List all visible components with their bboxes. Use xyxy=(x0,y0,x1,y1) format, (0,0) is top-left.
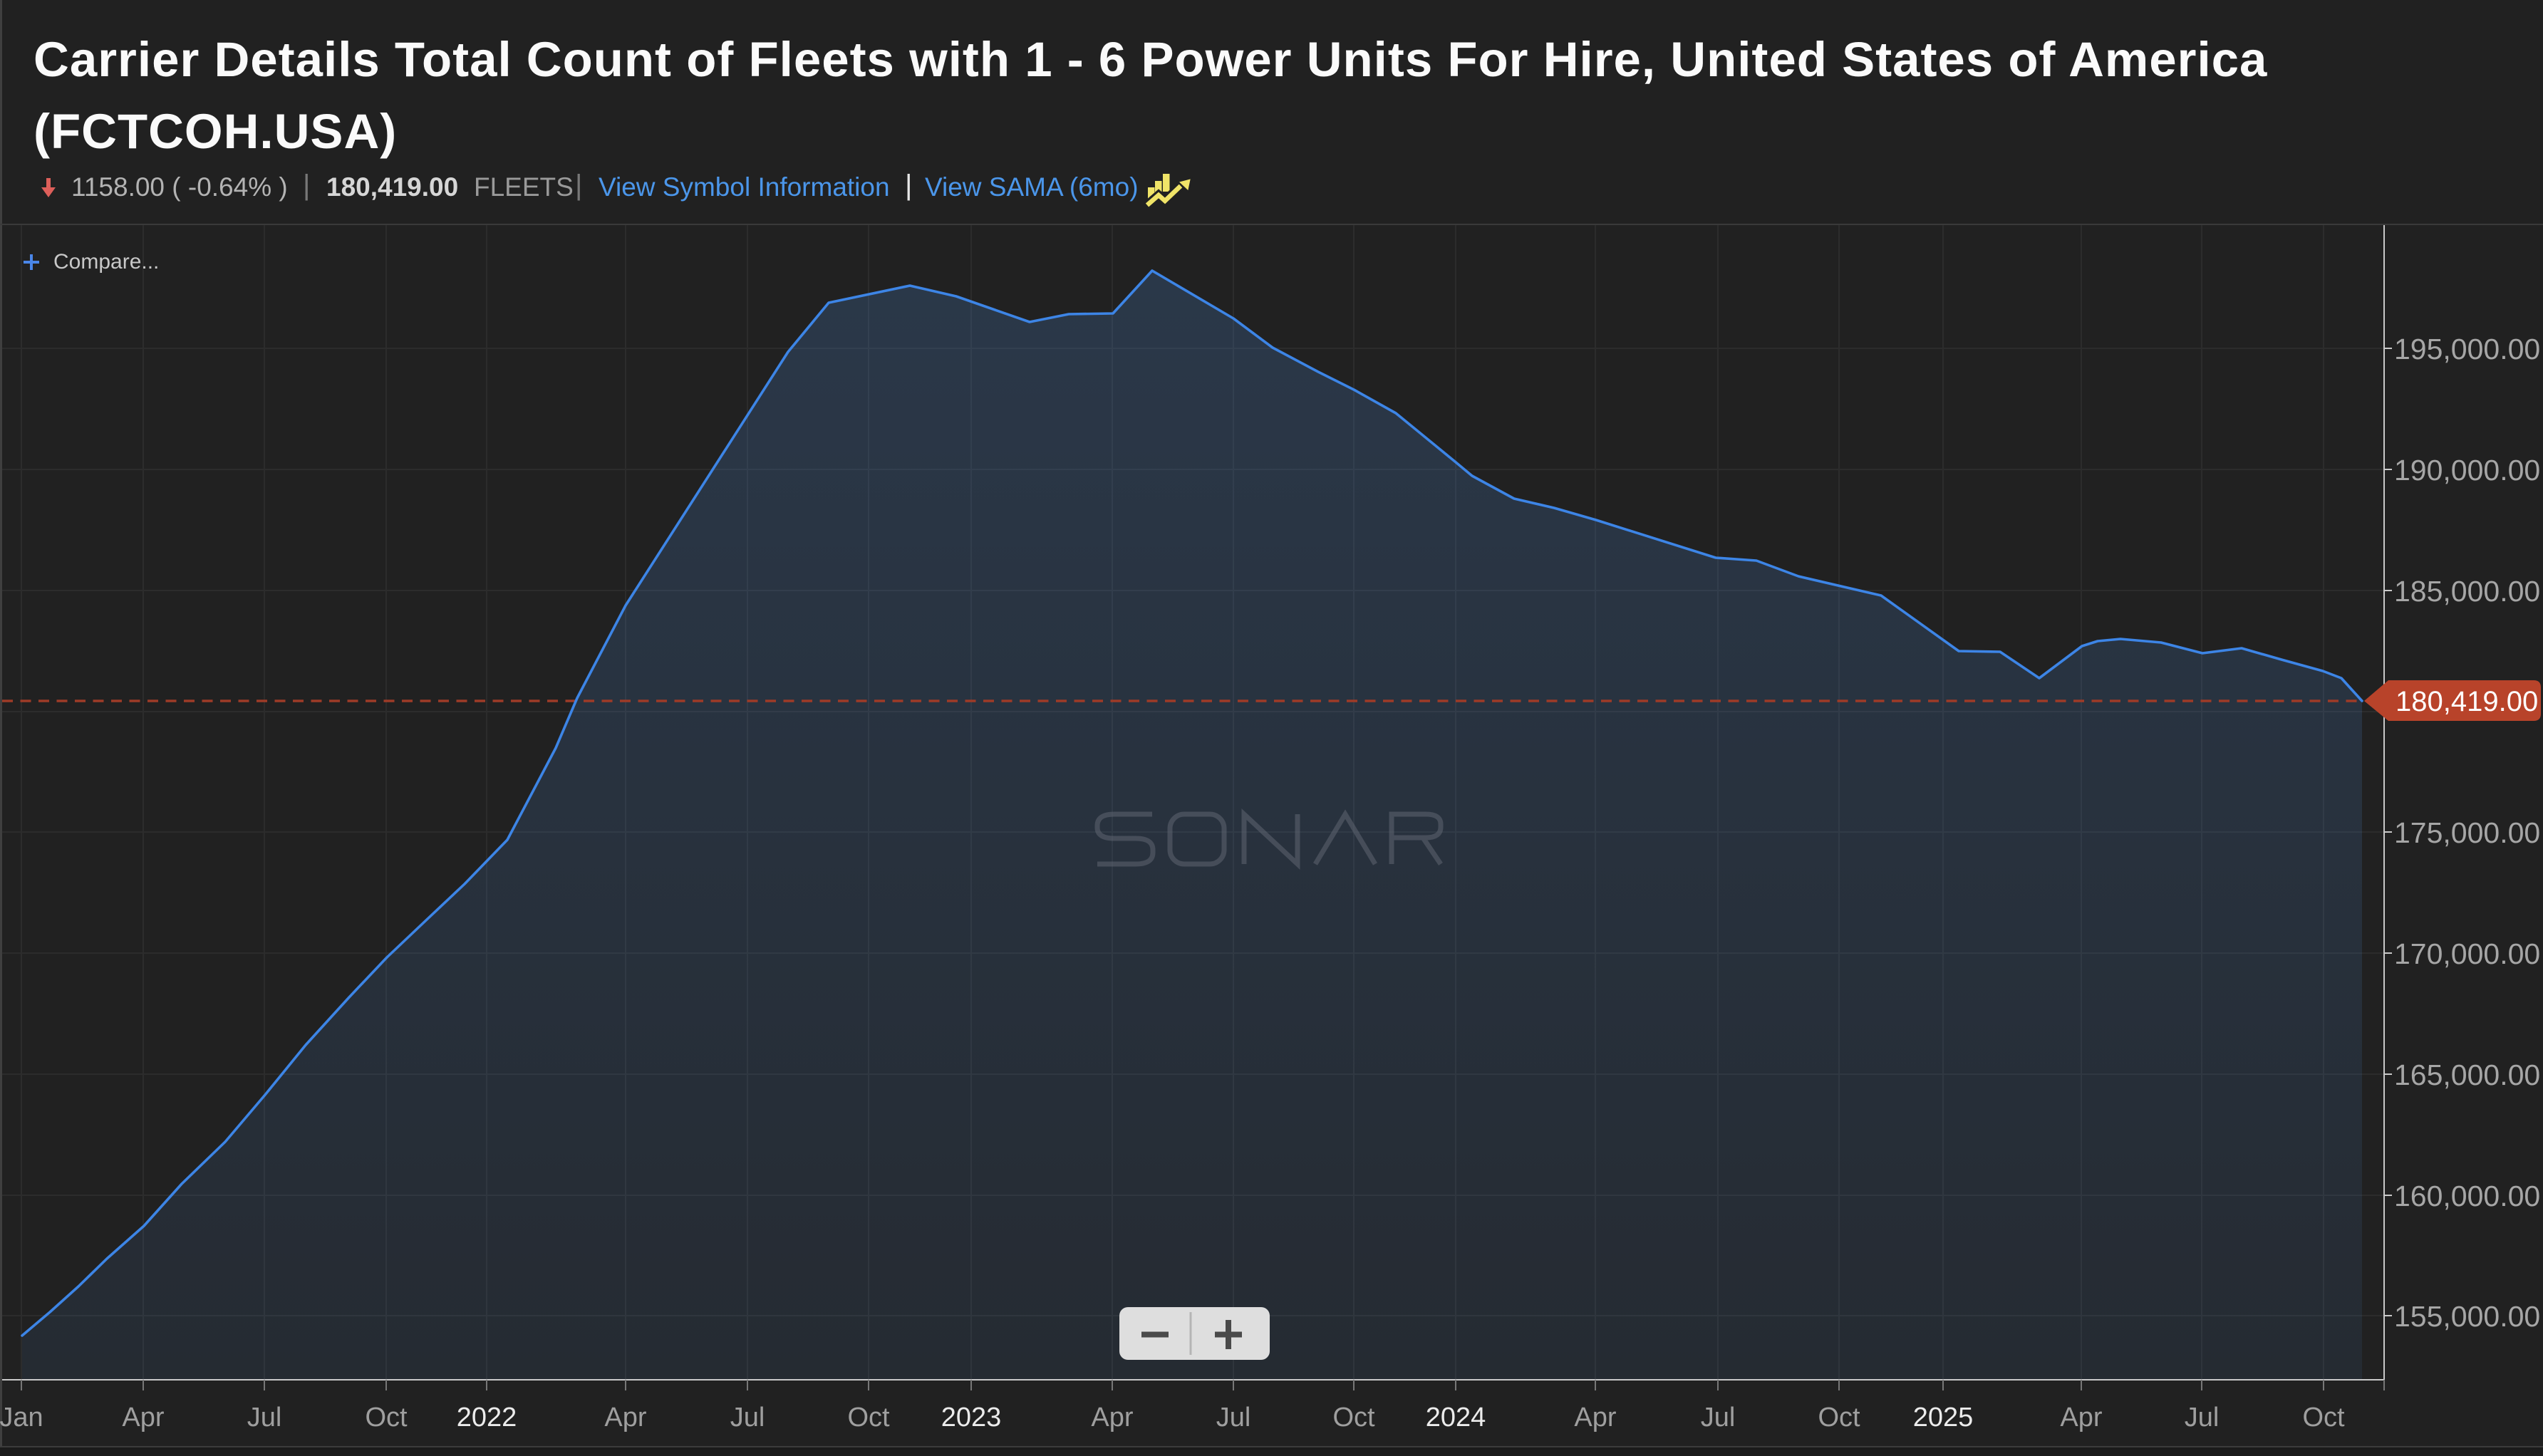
svg-text:Oct: Oct xyxy=(1818,1403,1860,1432)
svg-text:185,000.00: 185,000.00 xyxy=(2394,575,2540,608)
svg-text:Jul: Jul xyxy=(2185,1403,2220,1432)
svg-text:170,000.00: 170,000.00 xyxy=(2394,937,2540,970)
svg-text:180,419.00: 180,419.00 xyxy=(2396,686,2538,717)
svg-text:Jul: Jul xyxy=(730,1403,765,1432)
svg-text:195,000.00: 195,000.00 xyxy=(2394,333,2540,365)
svg-text:Jul: Jul xyxy=(247,1403,282,1432)
svg-text:Apr: Apr xyxy=(1091,1403,1133,1432)
svg-text:2024: 2024 xyxy=(1426,1403,1486,1432)
svg-text:Oct: Oct xyxy=(365,1403,408,1432)
svg-text:2025: 2025 xyxy=(1913,1403,1974,1432)
svg-text:160,000.00: 160,000.00 xyxy=(2394,1180,2540,1212)
svg-text:2023: 2023 xyxy=(941,1403,1002,1432)
svg-text:165,000.00: 165,000.00 xyxy=(2394,1059,2540,1091)
svg-text:190,000.00: 190,000.00 xyxy=(2394,454,2540,487)
svg-text:Jul: Jul xyxy=(1701,1403,1736,1432)
svg-text:Apr: Apr xyxy=(122,1403,164,1432)
svg-text:Oct: Oct xyxy=(2302,1403,2345,1432)
svg-text:2022: 2022 xyxy=(457,1403,517,1432)
svg-text:155,000.00: 155,000.00 xyxy=(2394,1300,2540,1333)
svg-text:Jan: Jan xyxy=(0,1403,43,1432)
svg-text:Oct: Oct xyxy=(1332,1403,1375,1432)
svg-text:Jul: Jul xyxy=(1216,1403,1251,1432)
svg-text:Apr: Apr xyxy=(2060,1403,2102,1432)
svg-text:Apr: Apr xyxy=(604,1403,646,1432)
svg-text:Apr: Apr xyxy=(1574,1403,1616,1432)
svg-text:Oct: Oct xyxy=(847,1403,890,1432)
svg-text:175,000.00: 175,000.00 xyxy=(2394,816,2540,849)
